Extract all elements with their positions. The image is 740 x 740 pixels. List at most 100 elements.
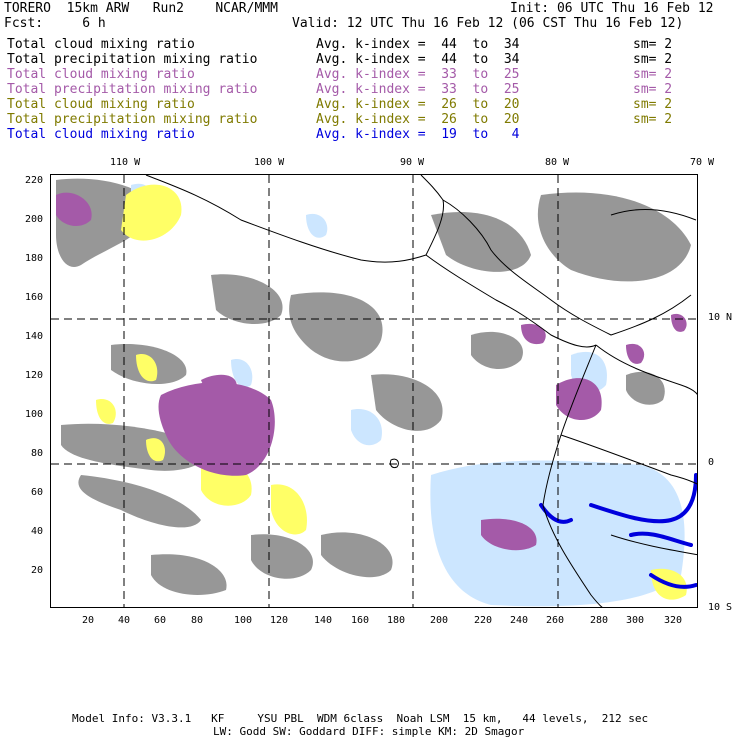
legend-row-1-field: Total cloud mixing ratio <box>7 37 195 52</box>
precip-patch <box>201 374 237 396</box>
cloud-patch <box>371 374 443 431</box>
coastline-central-america <box>425 254 597 348</box>
lat-label-10s: 10 S <box>708 602 733 613</box>
precip-patch <box>56 192 92 227</box>
x-tick: 220 <box>474 615 493 626</box>
cloud-field-lightblue <box>131 183 685 607</box>
border-south-america <box>560 434 697 485</box>
island-cuba <box>610 209 697 221</box>
x-tick: 120 <box>270 615 289 626</box>
init-time: Init: 06 UTC Thu 16 Feb 12 <box>510 1 714 16</box>
precip-patch <box>96 399 116 424</box>
precip-patch <box>626 343 645 364</box>
precip-patch <box>271 484 307 535</box>
lat-label-0: 0 <box>708 457 715 468</box>
legend-row-5-field: Total cloud mixing ratio <box>7 97 195 112</box>
legend-row-3-sm: sm= 2 <box>633 67 673 82</box>
cloud-patch <box>626 371 665 405</box>
coastlines <box>145 175 697 607</box>
legend-row-5-range: Avg. k-index = 26 to 20 <box>316 97 520 112</box>
valid-time: Valid: 12 UTC Thu 16 Feb 12 (06 CST Thu … <box>292 16 684 31</box>
model-title: TORERO 15km ARW Run2 NCAR/MMM <box>4 1 278 16</box>
x-tick: 260 <box>546 615 565 626</box>
cloud-patch <box>78 475 201 528</box>
cloud-patch <box>431 211 531 272</box>
x-tick: 320 <box>664 615 683 626</box>
precip-patch <box>121 184 182 241</box>
blue-band <box>589 473 697 524</box>
precip-patch <box>158 382 275 476</box>
lat-lon-grid <box>51 175 697 607</box>
cloud-patch <box>231 359 253 388</box>
x-tick: 180 <box>387 615 406 626</box>
y-tick: 120 <box>25 370 44 381</box>
physics-info: LW: Godd SW: Goddard DIFF: simple KM: 2D… <box>213 725 525 738</box>
precip-patch <box>556 378 602 421</box>
coastline-caribbean <box>442 199 692 336</box>
legend-row-2-range: Avg. k-index = 44 to 34 <box>316 52 520 67</box>
border-brazil <box>610 534 697 556</box>
precip-patch <box>521 323 546 345</box>
cloud-patch <box>321 532 393 578</box>
lon-label-70w: 70 W <box>690 157 715 168</box>
legend-row-3-range: Avg. k-index = 33 to 25 <box>316 67 520 82</box>
cloud-field-gray <box>56 178 691 595</box>
blue-band <box>629 531 693 547</box>
y-tick: 160 <box>25 292 44 303</box>
border-andes <box>595 344 697 395</box>
x-tick: 240 <box>510 615 529 626</box>
x-tick: 140 <box>314 615 333 626</box>
legend-row-5-sm: sm= 2 <box>633 97 673 112</box>
legend-row-1-sm: sm= 2 <box>633 37 673 52</box>
lon-label-80w: 80 W <box>545 157 570 168</box>
cloud-patch <box>151 554 227 595</box>
x-tick: 60 <box>154 615 167 626</box>
y-tick: 40 <box>31 526 44 537</box>
y-tick: 200 <box>25 214 44 225</box>
legend-row-7-field: Total cloud mixing ratio <box>7 127 195 142</box>
map-canvas <box>51 175 697 607</box>
cloud-patch <box>211 274 283 325</box>
legend-row-2-field: Total precipitation mixing ratio <box>7 52 258 67</box>
legend-row-4-sm: sm= 2 <box>633 82 673 97</box>
forecast-map <box>50 174 698 608</box>
y-tick: 180 <box>25 253 44 264</box>
precip-patch <box>136 354 158 382</box>
lon-label-100w: 100 W <box>254 157 285 168</box>
lat-label-10n: 10 N <box>708 312 733 323</box>
y-tick: 20 <box>31 565 44 576</box>
cloud-patch <box>351 409 382 446</box>
x-tick: 200 <box>430 615 449 626</box>
legend-row-7-range: Avg. k-index = 19 to 4 <box>316 127 520 142</box>
legend-row-6-range: Avg. k-index = 26 to 20 <box>316 112 520 127</box>
y-tick: 140 <box>25 331 44 342</box>
x-tick: 280 <box>590 615 609 626</box>
cloud-patch <box>289 292 383 362</box>
y-tick: 100 <box>25 409 44 420</box>
legend-row-6-sm: sm= 2 <box>633 112 673 127</box>
legend-row-1-range: Avg. k-index = 44 to 34 <box>316 37 520 52</box>
precip-patch <box>481 518 537 551</box>
cloud-field-blue <box>539 473 697 589</box>
x-tick: 160 <box>351 615 370 626</box>
precip-patch <box>146 438 166 462</box>
x-tick: 300 <box>626 615 645 626</box>
island-galapagos <box>389 458 399 468</box>
coastline-mexico <box>145 175 427 263</box>
legend-row-3-field: Total cloud mixing ratio <box>7 67 195 82</box>
cloud-patch <box>306 213 328 238</box>
legend-row-4-range: Avg. k-index = 33 to 25 <box>316 82 520 97</box>
legend-row-2-sm: sm= 2 <box>633 52 673 67</box>
x-tick: 20 <box>82 615 95 626</box>
x-tick: 80 <box>191 615 204 626</box>
lon-label-110w: 110 W <box>110 157 141 168</box>
precip-field-purple <box>56 192 687 551</box>
cloud-patch <box>251 534 313 579</box>
cloud-patch <box>430 460 685 607</box>
legend-row-4-field: Total precipitation mixing ratio <box>7 82 258 97</box>
coastline-peru <box>542 504 603 607</box>
x-tick: 100 <box>234 615 253 626</box>
forecast-hour: Fcst: 6 h <box>4 16 106 31</box>
legend-row-6-field: Total precipitation mixing ratio <box>7 112 258 127</box>
y-tick: 60 <box>31 487 44 498</box>
